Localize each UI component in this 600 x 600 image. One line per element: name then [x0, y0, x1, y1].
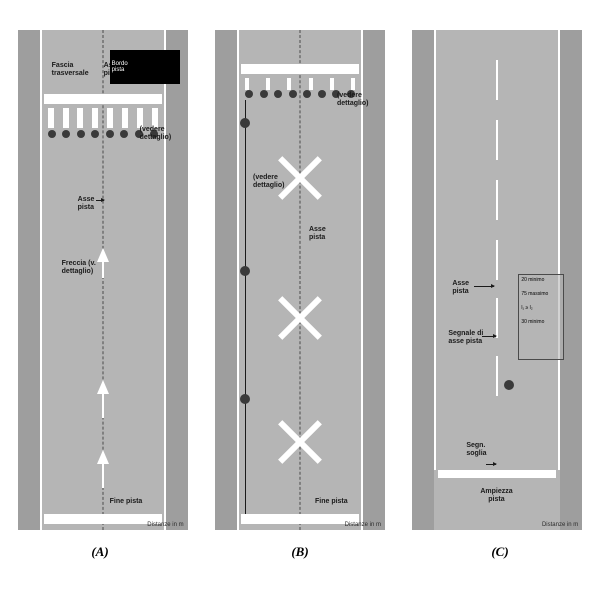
panels-row: Fascia trasversale Asse pista Bordo pist… [0, 0, 600, 540]
panel-c: Asse pista 20 minimo 75 massimo l₁ ≥ l₂ … [412, 30, 582, 530]
arrow-2-head [97, 380, 109, 394]
label-asse-pista-mid: Asse pista [78, 196, 95, 211]
cl-seg-1 [496, 60, 498, 100]
leader-asse [96, 200, 104, 201]
arrow-3-tail [102, 464, 104, 488]
caption-c: (C) [491, 544, 508, 560]
side-measure-line [245, 100, 246, 514]
arrow-1-tail [102, 262, 104, 278]
cl-seg-4 [496, 240, 498, 280]
arrow-3-head [97, 450, 109, 464]
label-ampiezza: Ampiezza pista [480, 488, 512, 503]
box-mid: 75 massimo [521, 291, 561, 297]
cl-seg-3 [496, 180, 498, 220]
caption-b: (B) [291, 544, 308, 560]
cl-seg-6 [496, 356, 498, 396]
segment-dimension-box: 20 minimo 75 massimo l₁ ≥ l₂ 30 minimo [518, 274, 564, 360]
x-mark-3 [272, 414, 328, 470]
runway-edge-right [164, 30, 166, 530]
threshold-bar [438, 470, 556, 478]
caption-a: (A) [91, 544, 108, 560]
threshold-stripes-b [245, 78, 355, 90]
side-dot-1 [240, 118, 250, 128]
x-mark-2 [272, 290, 328, 346]
transverse-bar-top-b [241, 64, 359, 74]
runway-edge-left-c [434, 30, 436, 470]
side-dot-2 [240, 266, 250, 276]
distanze-a: Distanze in m [147, 522, 183, 528]
distanze-c: Distanze in m [542, 522, 578, 528]
label-segnale-asse: Segnale di asse pista [448, 330, 483, 345]
black-box-line1: Bordo pista [112, 61, 178, 73]
label-vedere-dettaglio-b: (vedere dettaglio) [337, 92, 369, 107]
transverse-bar-bottom-b [241, 514, 359, 524]
label-segn-soglia: Segn. soglia [466, 442, 486, 457]
transverse-bar-bottom [44, 514, 162, 524]
panel-b: (vedere dettaglio) (vedere dettaglio) As… [215, 30, 385, 530]
caption-row: (A) (B) (C) [0, 540, 600, 560]
box-rel: l₁ ≥ l₂ [521, 305, 561, 311]
side-dot-3 [240, 394, 250, 404]
runway-edge-left-b [237, 30, 239, 530]
label-vedere-dettaglio-side: (vedere dettaglio) [253, 174, 285, 189]
leader-segnale [482, 336, 496, 337]
label-vedere-dettaglio: (vedere dettaglio) [140, 126, 172, 141]
box-top: 20 minimo [521, 277, 561, 283]
cl-seg-5 [496, 298, 498, 338]
panel-a: Fascia trasversale Asse pista Bordo pist… [18, 30, 188, 530]
runway-edge-right-c [558, 30, 560, 470]
arrow-1-head [97, 248, 109, 262]
box-bot: 30 minimo [521, 319, 561, 325]
label-fine-pista-a: Fine pista [110, 498, 143, 506]
label-fascia-trasversale: Fascia trasversale [52, 62, 89, 77]
arrow-2-tail [102, 394, 104, 418]
label-fine-pista-b: Fine pista [315, 498, 348, 506]
leader-asse-c [474, 286, 494, 287]
transverse-bar-top [44, 94, 162, 104]
leader-soglia [486, 464, 496, 465]
cl-seg-2 [496, 120, 498, 160]
threshold-stripes [48, 108, 158, 128]
black-box-bordo: Bordo pista [110, 50, 180, 84]
runway-edge-left [40, 30, 42, 530]
distanze-b: Distanze in m [345, 522, 381, 528]
label-asse-pista-b: Asse pista [309, 226, 326, 241]
label-asse-pista-c: Asse pista [452, 280, 469, 295]
label-freccia: Freccia (v. dettaglio) [62, 260, 96, 275]
